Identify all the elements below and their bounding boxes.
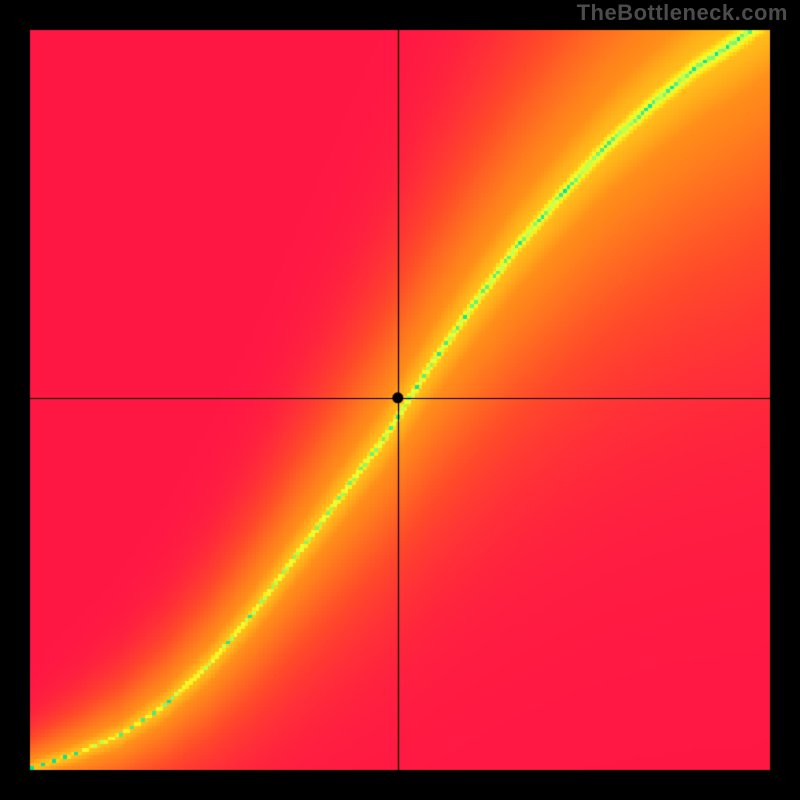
attribution-label: TheBottleneck.com [577,0,788,26]
bottleneck-heatmap [0,0,800,800]
